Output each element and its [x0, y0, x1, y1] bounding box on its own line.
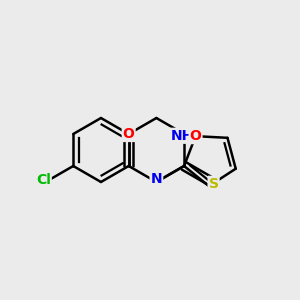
Text: Cl: Cl — [36, 172, 51, 187]
Text: O: O — [123, 127, 135, 141]
Text: NH: NH — [171, 129, 194, 143]
Text: N: N — [151, 172, 162, 186]
Text: S: S — [208, 177, 219, 191]
Text: O: O — [190, 129, 202, 143]
